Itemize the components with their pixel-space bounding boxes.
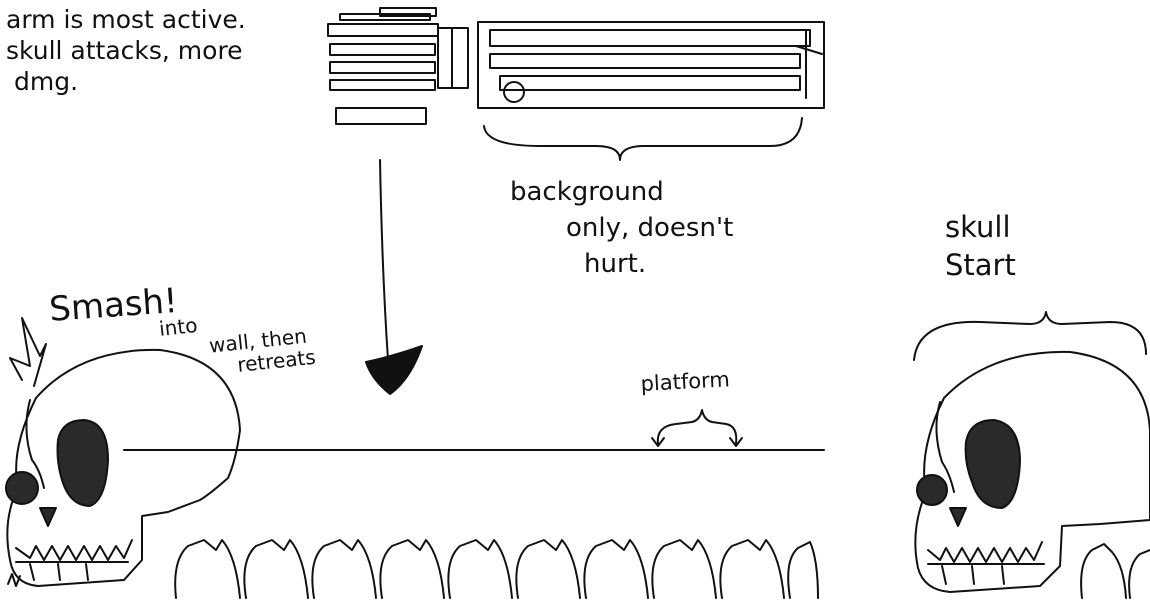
platform-label: platform [640, 367, 731, 396]
note-line: dmg. [14, 67, 79, 96]
note-line: hurt. [584, 249, 647, 279]
into-wall-note: into wall, then retreats [158, 302, 317, 384]
arm-drop-arrow-line [379, 159, 389, 361]
note-line: background [510, 177, 664, 207]
skull-start-brace [913, 311, 1147, 361]
right-skull [914, 350, 1150, 593]
arm-brace [483, 117, 803, 161]
floor-spikes [174, 539, 1150, 599]
smash-impact-mark [9, 317, 47, 387]
platform-brace-tips [651, 437, 743, 447]
note-line: skull [945, 210, 1011, 244]
note-line: only, doesn't [566, 213, 734, 243]
mechanical-arm [327, 7, 825, 125]
impact-scribble [7, 573, 21, 587]
arm-behavior-note: arm is most active. skull attacks, more … [6, 4, 246, 97]
note-line: skull attacks, more [6, 36, 243, 65]
background-note: background only, doesn't hurt. [510, 174, 733, 282]
note-line: arm is most active. [6, 5, 246, 34]
left-skull [5, 348, 241, 587]
skull-start-label: skull Start [945, 208, 1016, 284]
note-line: Start [945, 248, 1016, 282]
platform-brace [656, 409, 738, 445]
arm-drop-arrowhead [365, 345, 423, 395]
